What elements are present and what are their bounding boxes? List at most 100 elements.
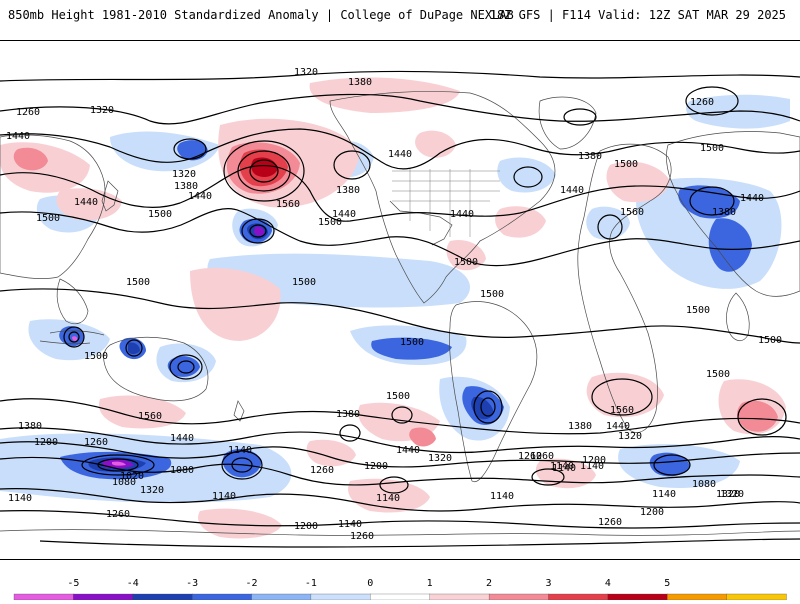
height-contours (0, 70, 800, 548)
colorbar-tick-label: -2 (246, 578, 258, 589)
contour-label: 1500 (706, 369, 730, 380)
contour-line (531, 468, 565, 486)
contour-line (689, 186, 735, 216)
colorbar-swatch (667, 593, 728, 601)
anomaly-area (112, 461, 126, 466)
colorbar-swatch (310, 593, 371, 601)
coastline (666, 131, 800, 297)
contour-line (391, 406, 413, 424)
header: 850mb Height 1981-2010 Standardized Anom… (0, 0, 800, 30)
contour-label: 1500 (126, 277, 150, 288)
anomaly-area (371, 337, 452, 360)
contour-line (68, 331, 80, 343)
colorbar-tick-label: 1 (427, 578, 433, 589)
colorbar-swatches (13, 593, 787, 601)
contour-label: 1320 (716, 489, 740, 500)
contour-line (0, 288, 800, 344)
run-info: 18Z GFS | F114 Valid: 12Z SAT MAR 29 202… (489, 8, 786, 22)
contour-label: 1200 (640, 507, 664, 518)
colorbar-swatch (370, 593, 431, 601)
contour-label: 1440 (74, 197, 98, 208)
anomaly-area (254, 226, 265, 236)
contour-label: 1320 (618, 431, 642, 442)
contour-label: 1140 (338, 519, 362, 530)
contour-label: 1140 (550, 461, 574, 472)
contour-line (125, 339, 143, 357)
contour-label: 1560 (138, 411, 162, 422)
coastline (449, 301, 538, 483)
contour-label: 1500 (480, 289, 504, 300)
anomaly-area (128, 342, 140, 354)
contour-label: 1500 (84, 351, 108, 362)
contour-label: 1440 (6, 131, 30, 142)
anomaly-area (497, 157, 556, 193)
anomaly-area (415, 130, 456, 158)
contour-label: 1440 (396, 445, 420, 456)
anomaly-area (190, 267, 281, 341)
contour-label: 1140 (228, 445, 252, 456)
anomaly-area (0, 142, 90, 193)
contour-label: 1440 (188, 191, 212, 202)
contour-line (473, 390, 503, 424)
colorbar: -5 -4 -3 -2 -1 0 1 2 3 4 5 (0, 572, 800, 601)
contour-label: 1500 (292, 277, 316, 288)
anomaly-area (72, 336, 78, 341)
coastline (56, 278, 89, 325)
contour-line (513, 166, 543, 188)
coastline (726, 292, 750, 342)
colorbar-swatch (132, 593, 193, 601)
contour-line (0, 208, 800, 267)
contour-label: 1500 (454, 257, 478, 268)
colorbar-tick-label: 2 (486, 578, 492, 589)
colorbar-swatch (251, 593, 312, 601)
coastline (101, 180, 119, 212)
contour-line (173, 138, 207, 160)
contour-label: 1080 (112, 477, 136, 488)
colorbar-tick-label: 0 (367, 578, 373, 589)
contour-label: 1380 (18, 421, 42, 432)
contour-line (0, 93, 800, 125)
colorbar-swatch (192, 593, 253, 601)
contour-label: 1500 (700, 143, 724, 154)
anomaly-area (708, 218, 752, 272)
contour-label: 1140 (8, 493, 32, 504)
contour-label: 1140 (552, 463, 576, 474)
contour-label: 1140 (376, 493, 400, 504)
contour-label: 1320 (140, 485, 164, 496)
colorbar-svg: -5 -4 -3 -2 -1 0 1 2 3 4 5 (13, 578, 787, 601)
contour-label: 1440 (560, 185, 584, 196)
colorbar-swatch (548, 593, 609, 601)
contour-label: 1020 (120, 471, 144, 482)
coastline (233, 400, 245, 422)
anomaly-area (198, 508, 282, 539)
contour-label: 1380 (336, 409, 360, 420)
contour-label: 1320 (294, 67, 318, 78)
contour-label: 1200 (294, 521, 318, 532)
contour-line (177, 360, 195, 374)
coastline (538, 96, 597, 150)
contour-line (241, 218, 275, 244)
contour-line (97, 458, 139, 472)
contour-label: 1380 (712, 207, 736, 218)
colorbar-tick-label: -1 (305, 578, 317, 589)
contour-line (169, 354, 203, 380)
colorbar-tick-label: 5 (664, 578, 670, 589)
contour-label: 1140 (580, 461, 604, 472)
contour-label: 1500 (400, 337, 424, 348)
contour-line (223, 140, 305, 202)
contour-label: 1500 (758, 335, 782, 346)
map-title: 850mb Height 1981-2010 Standardized Anom… (8, 8, 514, 22)
colorbar-swatch (73, 593, 134, 601)
contour-line (685, 86, 739, 116)
contour-label: 1260 (530, 451, 554, 462)
colorbar-tick-label: 4 (605, 578, 611, 589)
contour-label: 1260 (518, 451, 542, 462)
coastline (39, 330, 105, 345)
contour-label: 1440 (388, 149, 412, 160)
contour-line (0, 398, 800, 435)
contour-line (0, 510, 800, 529)
anomaly-area (306, 439, 356, 467)
contour-label: 1260 (690, 97, 714, 108)
contour-label: 1380 (348, 77, 372, 88)
anomaly-area (98, 395, 186, 429)
